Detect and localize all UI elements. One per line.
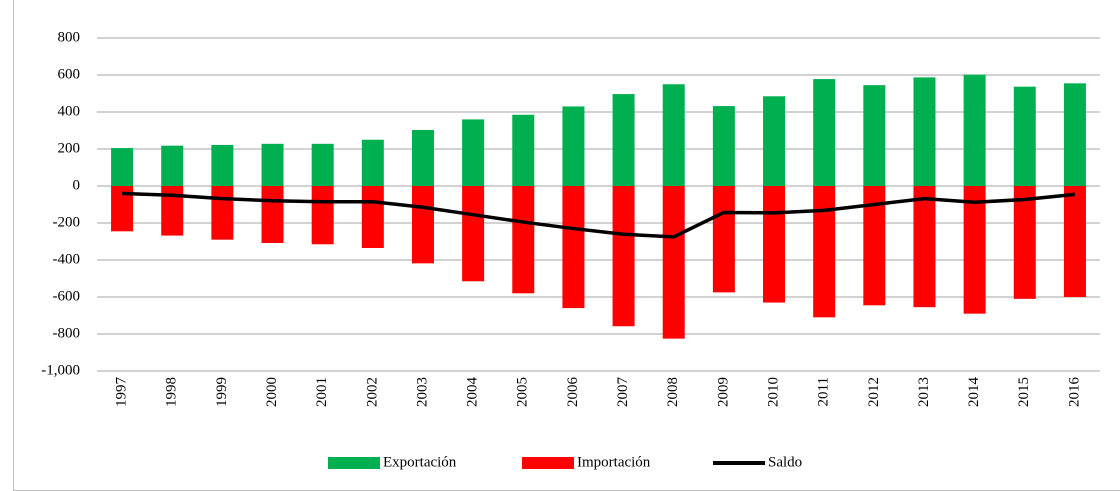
x-tick-label: 2011 xyxy=(816,377,832,406)
bar xyxy=(1063,83,1086,186)
bar xyxy=(612,186,635,327)
bar xyxy=(411,129,434,186)
bar xyxy=(712,106,735,186)
bar xyxy=(562,186,585,309)
x-tick-label: 2007 xyxy=(615,377,631,408)
x-tick-label: 2006 xyxy=(565,377,581,408)
bar xyxy=(1063,186,1086,297)
y-tick-label: 0 xyxy=(73,177,81,193)
saldo-line xyxy=(122,191,1076,239)
y-tick-label: 200 xyxy=(58,140,81,156)
x-tick-label: 2004 xyxy=(465,377,481,408)
bar xyxy=(161,186,184,236)
y-tick-label: -800 xyxy=(53,325,81,341)
bar xyxy=(512,114,535,186)
x-tick-label: 2016 xyxy=(1066,377,1082,408)
bar xyxy=(863,85,886,186)
bar xyxy=(111,148,134,186)
x-tick-label: 2009 xyxy=(715,377,731,407)
x-tick-label: 2002 xyxy=(364,377,380,407)
x-tick-label: 2000 xyxy=(264,377,280,407)
bar xyxy=(361,186,384,248)
legend-swatch xyxy=(328,457,380,469)
x-tick-label: 2005 xyxy=(515,377,531,407)
x-tick-label: 2001 xyxy=(314,377,330,407)
bar xyxy=(261,143,284,186)
bar xyxy=(211,144,234,186)
bar xyxy=(211,186,234,240)
x-tick-label: 2014 xyxy=(966,377,982,408)
bar xyxy=(763,186,786,303)
y-tick-label: -1,000 xyxy=(41,362,80,378)
legend-label: Importación xyxy=(577,454,651,470)
bar xyxy=(813,186,836,318)
bar xyxy=(1013,186,1036,299)
bar xyxy=(462,186,485,282)
bar xyxy=(311,143,334,186)
x-tick-label: 2008 xyxy=(665,377,681,407)
bar xyxy=(161,145,184,186)
bar xyxy=(662,84,685,186)
x-tick-label: 2012 xyxy=(866,377,882,407)
bar xyxy=(311,186,334,245)
bar xyxy=(261,186,284,243)
bar xyxy=(111,186,134,232)
bar xyxy=(813,79,836,186)
y-tick-label: -600 xyxy=(53,288,81,304)
x-tick-label: 2010 xyxy=(765,377,781,407)
y-tick-label: 600 xyxy=(58,66,81,82)
legend-label: Exportación xyxy=(383,454,457,470)
bar xyxy=(562,106,585,186)
bar xyxy=(1013,86,1036,186)
bar xyxy=(863,186,886,306)
bar xyxy=(763,96,786,186)
legend-swatch xyxy=(522,457,574,469)
y-tick-label: 800 xyxy=(58,29,81,45)
bar xyxy=(612,94,635,186)
x-tick-label: 1997 xyxy=(114,377,130,408)
y-tick-label: 400 xyxy=(58,103,81,119)
x-tick-label: 2015 xyxy=(1016,377,1032,407)
bar xyxy=(913,186,936,308)
x-tick-label: 1998 xyxy=(164,377,180,407)
x-tick-label: 2003 xyxy=(414,377,430,407)
bar xyxy=(411,186,434,264)
bar xyxy=(662,186,685,339)
bar xyxy=(361,139,384,186)
bar xyxy=(512,186,535,294)
y-tick-label: -200 xyxy=(53,214,81,230)
x-tick-label: 2013 xyxy=(916,377,932,407)
bar xyxy=(963,74,986,186)
bar xyxy=(963,186,986,314)
bar xyxy=(462,119,485,186)
bar xyxy=(913,77,936,186)
bar xyxy=(712,186,735,293)
y-tick-label: -400 xyxy=(53,251,81,267)
legend-label: Saldo xyxy=(768,454,802,470)
x-tick-label: 1999 xyxy=(214,377,230,407)
